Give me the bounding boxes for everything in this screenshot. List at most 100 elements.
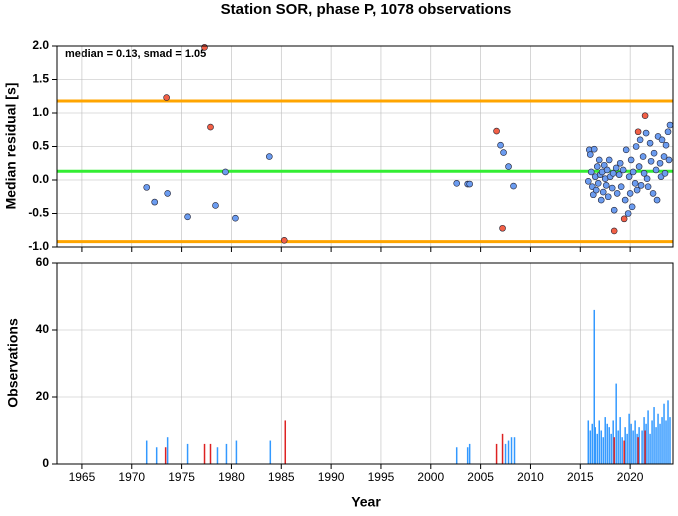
point: [207, 123, 214, 131]
bar: [634, 420, 636, 464]
x-axis-label: Year: [351, 494, 381, 510]
point: [605, 156, 613, 164]
point: [505, 163, 512, 170]
point: [600, 161, 608, 169]
point: [644, 183, 652, 190]
point: [656, 159, 664, 167]
bar: [606, 423, 608, 464]
bar: [626, 433, 628, 464]
bar: [466, 447, 469, 464]
point: [151, 198, 158, 206]
point: [620, 215, 628, 223]
y-tick-label: 60: [36, 255, 50, 269]
point: [621, 196, 629, 204]
point: [590, 145, 598, 153]
chart-title: Station SOR, phase P, 1078 observations: [221, 1, 512, 18]
bar: [504, 443, 507, 464]
bar: [269, 440, 272, 464]
bar: [594, 427, 597, 464]
point: [642, 129, 650, 137]
point: [653, 196, 661, 204]
point: [628, 203, 636, 211]
point: [652, 166, 660, 174]
bar: [645, 423, 647, 464]
plot-frame: [56, 262, 674, 465]
bar: [284, 420, 287, 464]
point: [660, 153, 668, 160]
plot-frame: [56, 45, 674, 248]
point: [627, 156, 635, 164]
bar: [643, 417, 645, 464]
point: [643, 175, 651, 182]
point: [497, 141, 504, 149]
point: [637, 182, 645, 189]
bar: [602, 437, 604, 464]
bar: [468, 443, 471, 464]
bar: [155, 447, 158, 464]
x-tick-label: 1965: [69, 470, 96, 484]
x-tick-label: 1980: [218, 470, 245, 484]
x-tick-label: 1985: [268, 470, 295, 484]
point: [608, 184, 616, 192]
x-tick-label: 2005: [467, 470, 494, 484]
point: [587, 168, 595, 176]
point: [616, 159, 624, 167]
bar: [632, 430, 634, 464]
point: [626, 190, 634, 197]
bar: [608, 427, 610, 464]
point: [143, 184, 151, 191]
annotation: median = 0.13, smad = 1.05: [65, 48, 206, 60]
bar: [593, 309, 596, 464]
point: [604, 193, 612, 201]
y-tick-label: -0.5: [28, 206, 49, 220]
bar: [613, 437, 615, 464]
bar: [655, 427, 657, 464]
point: [597, 196, 605, 204]
point: [612, 164, 620, 172]
bar: [235, 440, 238, 464]
bar: [619, 417, 621, 464]
point: [631, 180, 639, 187]
y-tick-label: 20: [36, 389, 50, 403]
point: [266, 153, 273, 160]
bar: [604, 417, 606, 464]
x-tick-label: 1975: [168, 470, 195, 484]
bar: [667, 400, 669, 464]
y-tick-label: 0: [42, 456, 49, 470]
bar: [455, 447, 458, 464]
point: [453, 180, 461, 187]
point: [163, 94, 170, 101]
x-tick-label: 2020: [617, 470, 644, 484]
point: [647, 157, 655, 165]
point: [658, 136, 666, 144]
point: [649, 190, 657, 197]
point: [603, 166, 611, 174]
y-axis-label: Median residual [s]: [3, 83, 19, 210]
point: [586, 151, 594, 158]
point: [665, 156, 673, 164]
x-tick-label: 1990: [318, 470, 345, 484]
y-tick-label: 0.5: [32, 139, 49, 153]
bar: [225, 443, 228, 464]
bar: [653, 407, 655, 464]
y-tick-label: 0.0: [32, 172, 49, 186]
point: [164, 190, 171, 197]
point: [632, 143, 640, 150]
point: [610, 227, 618, 235]
x-tick-label: 2015: [567, 470, 594, 484]
point: [615, 171, 623, 178]
point: [493, 127, 500, 135]
bar: [617, 430, 619, 464]
point: [466, 180, 473, 188]
bar: [651, 420, 653, 464]
bar: [636, 433, 638, 464]
point: [201, 44, 208, 51]
bar: [669, 417, 671, 464]
point: [666, 121, 674, 129]
point: [280, 237, 288, 244]
bar: [591, 423, 594, 464]
x-tick-label: 1995: [368, 470, 395, 484]
y-axis-label: Observations: [5, 318, 21, 408]
point: [599, 188, 607, 196]
y-tick-label: 1.5: [32, 72, 49, 86]
